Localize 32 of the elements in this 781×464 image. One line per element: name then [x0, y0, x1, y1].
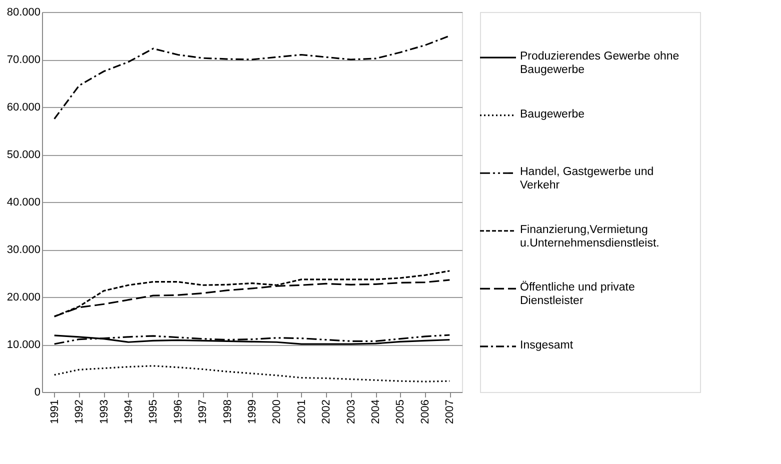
- x-tick-label: 2004: [370, 400, 382, 424]
- y-tick-label: 30.000: [6, 244, 40, 256]
- y-tick-label: 50.000: [6, 149, 40, 161]
- y-tick-label: 70.000: [6, 54, 40, 66]
- legend-label: Handel, Gastgewerbe und Verkehr: [520, 166, 654, 192]
- legend-label: Baugewerbe: [520, 108, 585, 120]
- x-tick-label: 2007: [444, 400, 456, 424]
- x-tick-label: 2003: [345, 400, 358, 424]
- legend-label: Produzierendes Gewerbe ohne Baugewerbe: [520, 50, 680, 76]
- legend-label: Finanzierung,Vermietung u.Unternehmensdienstleist.: [520, 224, 660, 250]
- y-tick-label: 10.000: [6, 339, 40, 351]
- x-tick-label: 2001: [296, 400, 308, 424]
- x-tick-label: 1991: [48, 400, 61, 424]
- y-tick-label: 20.000: [6, 292, 40, 304]
- x-tick-label: 1997: [197, 400, 210, 424]
- x-tick-label: 1999: [246, 400, 258, 424]
- x-tick-label: 1998: [222, 400, 234, 424]
- x-tick-label: 1993: [98, 400, 110, 424]
- y-tick-label: 0: [34, 386, 40, 398]
- x-tick-label: 2000: [271, 400, 284, 424]
- x-tick-label: 2005: [394, 400, 407, 424]
- y-tick-label: 40.000: [6, 196, 40, 208]
- x-tick-label: 1996: [172, 400, 184, 424]
- x-tick-label: 1992: [74, 400, 86, 424]
- legend-label: Insgesamt: [520, 339, 574, 352]
- x-tick-label: 2002: [320, 400, 333, 424]
- x-tick-label: 1994: [122, 400, 135, 424]
- x-tick-label: 2006: [419, 400, 432, 424]
- x-tick-label: 1995: [148, 400, 160, 424]
- legend-label: Öffentliche und private Dienstleister: [520, 280, 635, 308]
- y-tick-label: 60.000: [6, 102, 40, 114]
- y-tick-label: 80.000: [6, 6, 40, 18]
